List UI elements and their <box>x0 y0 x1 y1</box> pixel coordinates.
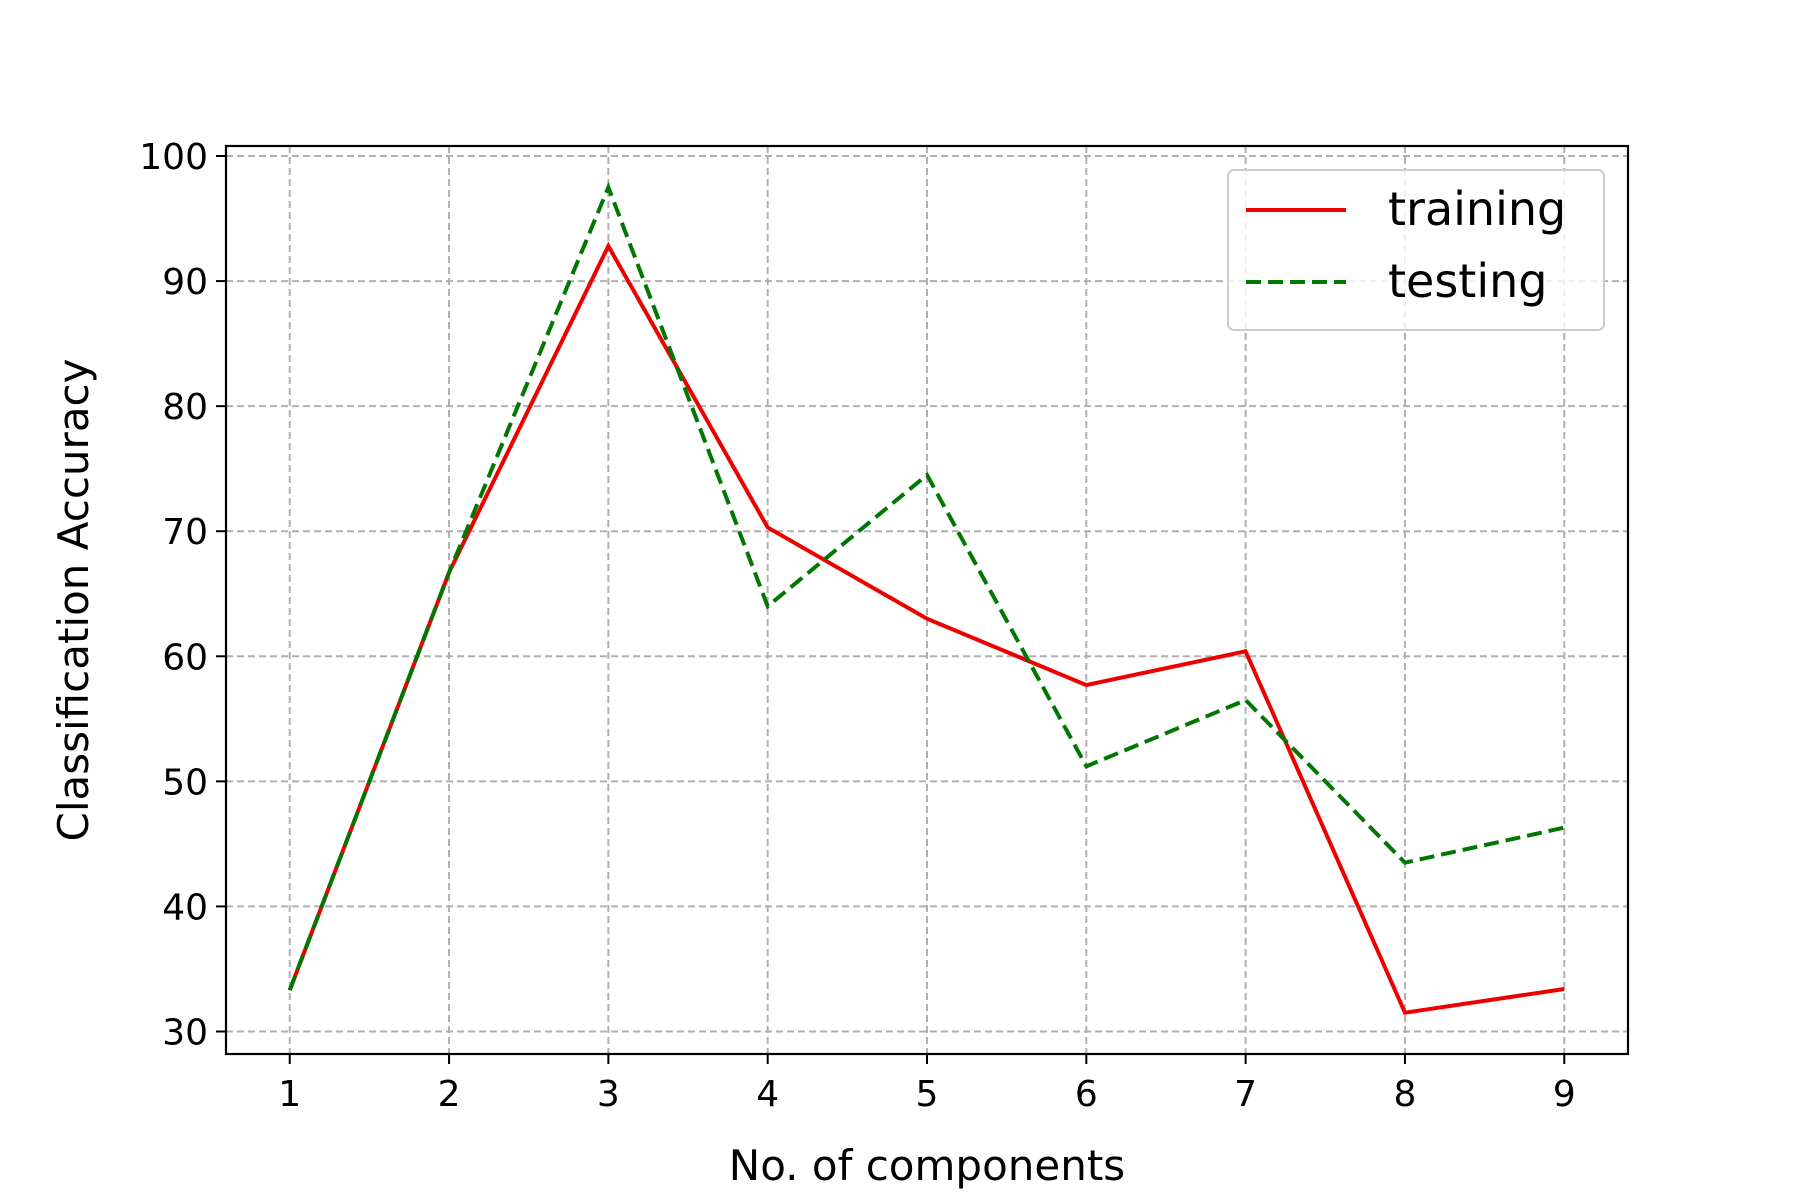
y-tick-label: 80 <box>162 387 208 428</box>
x-tick-label: 5 <box>916 1074 939 1115</box>
y-tick-label: 40 <box>162 887 208 928</box>
x-tick-label: 3 <box>597 1074 620 1115</box>
series-lines <box>287 181 1565 1015</box>
y-tick-label: 70 <box>162 512 208 553</box>
y-tick-label: 60 <box>162 637 208 678</box>
y-axis-label: Classification Accuracy <box>49 359 98 842</box>
x-tick-label: 6 <box>1075 1074 1098 1115</box>
legend-label-testing: testing <box>1388 254 1547 308</box>
series-line-testing <box>287 181 1565 991</box>
x-tick-label: 1 <box>278 1074 301 1115</box>
y-tick-label: 90 <box>162 262 208 303</box>
y-tick-label: 30 <box>162 1012 208 1053</box>
x-axis-ticks: 1 2 3 4 5 6 7 8 9 <box>278 1054 1576 1115</box>
x-tick-label: 7 <box>1234 1074 1257 1115</box>
y-axis-ticks: 30 40 50 60 70 80 90 100 <box>139 137 226 1053</box>
legend-label-training: training <box>1388 182 1566 236</box>
grid <box>226 146 1628 1054</box>
y-tick-label: 50 <box>162 762 208 803</box>
x-tick-label: 4 <box>756 1074 779 1115</box>
y-tick-label: 100 <box>139 137 208 178</box>
x-tick-label: 8 <box>1394 1074 1417 1115</box>
x-tick-label: 2 <box>438 1074 461 1115</box>
legend: training testing <box>1227 169 1605 331</box>
x-axis-label: No. of components <box>729 1141 1125 1190</box>
x-tick-label: 9 <box>1553 1074 1576 1115</box>
series-line-training <box>287 241 1565 1015</box>
